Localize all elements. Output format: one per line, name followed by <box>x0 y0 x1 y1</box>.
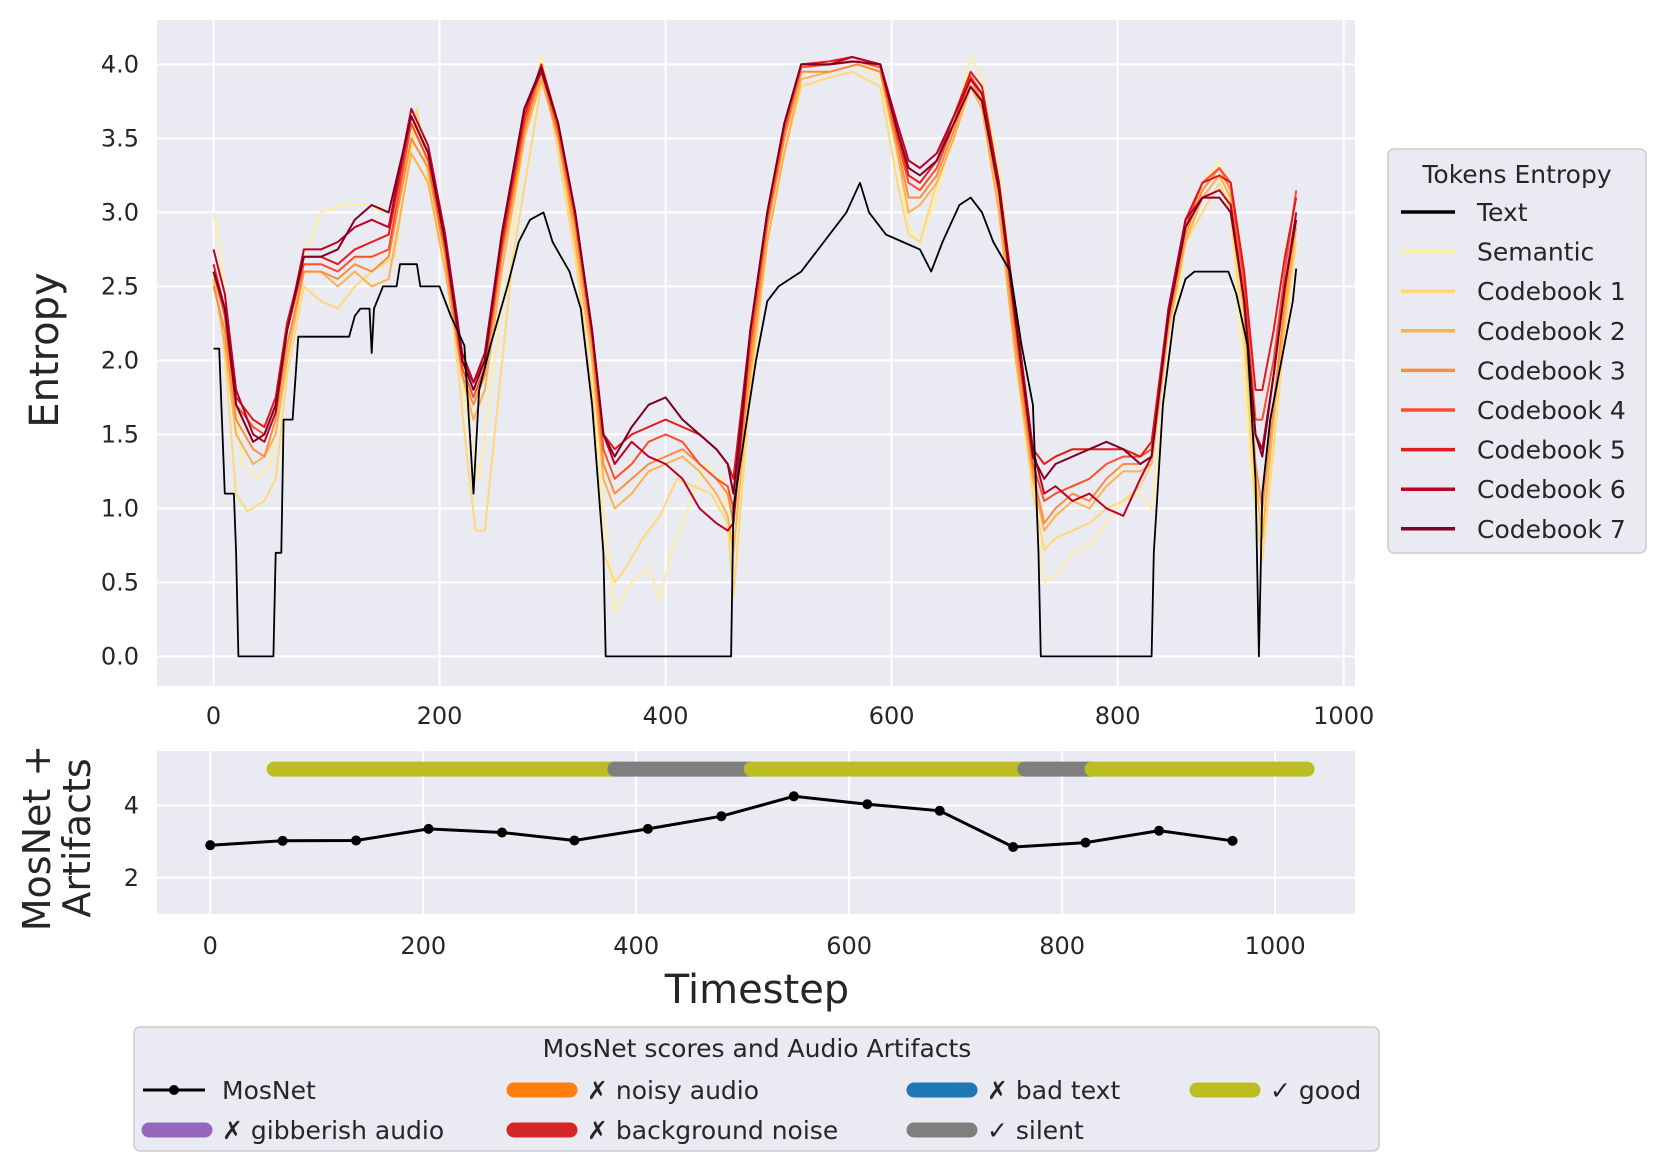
mosnet-point <box>277 835 288 846</box>
artifacts-legend-box <box>133 1026 1380 1152</box>
tokens-entropy-legend: Tokens Entropy Text Semantic Codebook 1 Cod… <box>1387 148 1647 554</box>
entropy-y-tick-label: 3.0 <box>101 198 139 226</box>
mosnet-point <box>1080 837 1091 848</box>
entropy-y-axis-label: Entropy <box>22 272 68 427</box>
legend-label-text: Text <box>1476 198 1528 227</box>
artifacts-legend-items: MosNet ✗ noisy audio ✗ bad text ✓ good ✗ gib… <box>141 1076 1361 1145</box>
legend-label-semantic: Semantic <box>1477 238 1594 267</box>
series-line-codebook-4 <box>212 60 1298 510</box>
mosnet-y-tick-label: 2 <box>124 864 139 892</box>
entropy-y-tick-label: 1.5 <box>101 420 139 448</box>
mosnet-x-tick-label: 1000 <box>1245 932 1306 960</box>
legend-label-codebook-3: Codebook 3 <box>1477 356 1626 385</box>
entropy-y-tick-label: 3.5 <box>101 124 139 152</box>
entropy-x-ticks: 0 200 400 600 800 1000 <box>206 702 1374 730</box>
mosnet-y-ticks: 24 <box>124 791 139 891</box>
entropy-x-tick-label: 400 <box>643 702 689 730</box>
mosnet-point <box>423 823 434 834</box>
tokens-entropy-legend-items: Text Semantic Codebook 1 Codebook 2 Codebook… <box>1401 198 1626 544</box>
mosnet-x-tick-label: 200 <box>400 932 446 960</box>
series-line-codebook-2 <box>212 63 1298 554</box>
mosnet-y-axis-label-line1: MosNet + <box>15 745 59 931</box>
mosnet-point <box>862 799 873 810</box>
entropy-y-tick-label: 4.0 <box>101 50 139 78</box>
legend-label-noisy-audio: ✗ noisy audio <box>587 1076 759 1105</box>
mosnet-point <box>788 791 799 802</box>
legend-label-mosnet: MosNet <box>222 1076 316 1105</box>
series-line-codebook-1 <box>212 70 1298 599</box>
entropy-x-tick-label: 600 <box>869 702 915 730</box>
mosnet-point <box>934 805 945 816</box>
mosnet-point <box>1154 825 1165 836</box>
artifacts-legend-title: MosNet scores and Audio Artifacts <box>543 1034 972 1063</box>
legend-label-codebook-2: Codebook 2 <box>1477 317 1626 346</box>
legend-label-codebook-6: Codebook 6 <box>1477 475 1626 504</box>
entropy-x-tick-label: 200 <box>417 702 463 730</box>
mosnet-point <box>497 827 508 838</box>
mosnet-x-tick-label: 0 <box>203 932 218 960</box>
legend-label-silent: ✓ silent <box>987 1116 1084 1145</box>
series-line-codebook-7 <box>212 60 1298 495</box>
mosnet-y-axis-label-line2: Artifacts <box>55 758 99 917</box>
legend-label-background-noise: ✗ background noise <box>587 1116 838 1145</box>
mosnet-panel: 0 200 400 600 800 1000 24 Timestep MosNet + A… <box>15 745 1355 1013</box>
entropy-x-tick-label: 0 <box>206 702 221 730</box>
mosnet-y-tick-label: 4 <box>124 791 139 819</box>
entropy-x-tick-label: 800 <box>1095 702 1141 730</box>
entropy-y-tick-label: 0.0 <box>101 642 139 670</box>
entropy-series-group <box>212 56 1298 658</box>
mosnet-x-ticks: 0 200 400 600 800 1000 <box>203 932 1306 960</box>
entropy-x-tick-label: 1000 <box>1313 702 1374 730</box>
entropy-plot-area <box>157 20 1355 686</box>
legend-label-codebook-7: Codebook 7 <box>1477 515 1626 544</box>
entropy-y-tick-label: 2.5 <box>101 272 139 300</box>
mosnet-point <box>351 835 362 846</box>
tokens-entropy-legend-title: Tokens Entropy <box>1421 160 1611 189</box>
legend-label-bad-text: ✗ bad text <box>987 1076 1120 1105</box>
entropy-y-tick-label: 0.5 <box>101 568 139 596</box>
entropy-y-ticks: 0.0 0.5 1.0 1.5 2.0 2.5 3.0 3.5 4.0 <box>101 50 139 670</box>
entropy-y-tick-label: 1.0 <box>101 494 139 522</box>
entropy-panel: 0 200 400 600 800 1000 0.0 0.5 1.0 1.5 2.0 2.5 3.0 3… <box>22 20 1374 730</box>
mosnet-x-tick-label: 600 <box>826 932 872 960</box>
mosnet-point <box>642 823 653 834</box>
entropy-y-tick-label: 2.0 <box>101 346 139 374</box>
mosnet-series-group <box>205 791 1238 852</box>
mosnet-point <box>1008 841 1019 852</box>
legend-swatch-marker <box>169 1085 179 1095</box>
legend-label-codebook-4: Codebook 4 <box>1477 396 1626 425</box>
mosnet-point <box>569 835 580 846</box>
artifacts-legend: MosNet scores and Audio Artifacts MosNet… <box>133 1026 1380 1152</box>
legend-label-gibberish-audio: ✗ gibberish audio <box>222 1116 444 1145</box>
mosnet-point <box>1227 835 1238 846</box>
legend-label-good: ✓ good <box>1270 1076 1361 1105</box>
mosnet-x-tick-label: 800 <box>1039 932 1085 960</box>
x-axis-label-timestep: Timestep <box>664 967 849 1013</box>
mosnet-point <box>205 840 216 851</box>
legend-label-codebook-1: Codebook 1 <box>1477 277 1626 306</box>
series-line-text <box>213 181 1298 658</box>
mosnet-point <box>716 811 727 822</box>
mosnet-x-tick-label: 400 <box>613 932 659 960</box>
legend-label-codebook-5: Codebook 5 <box>1477 436 1626 465</box>
